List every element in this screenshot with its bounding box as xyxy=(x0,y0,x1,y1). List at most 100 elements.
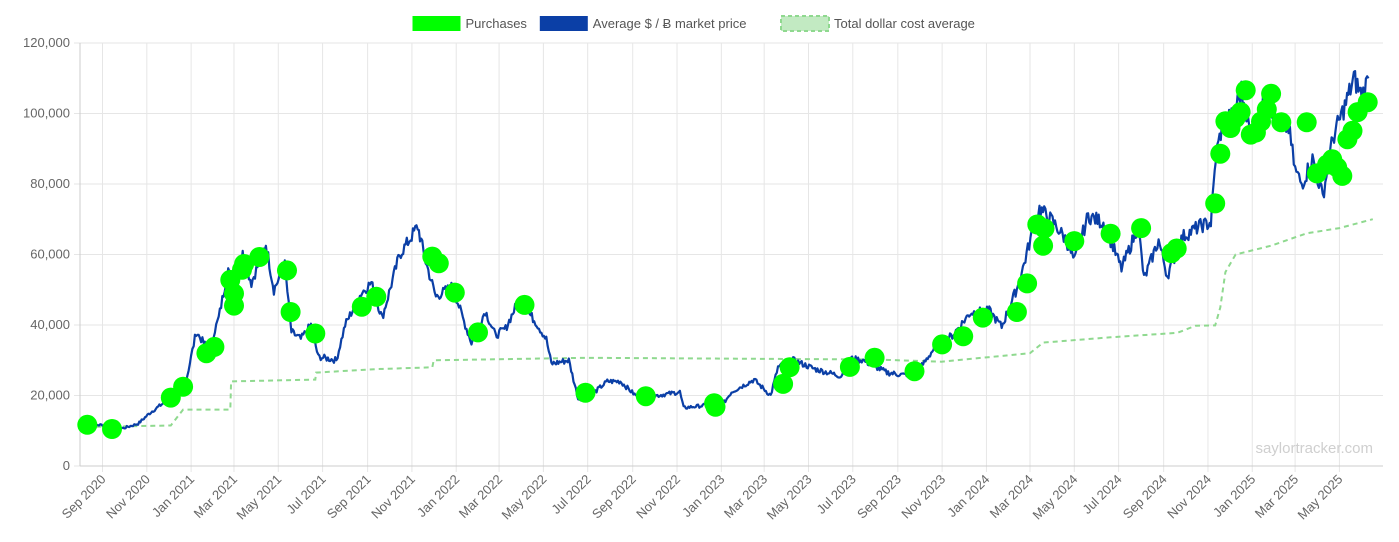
x-tick-label: May 2022 xyxy=(499,472,550,523)
x-tick-label: Nov 2020 xyxy=(103,472,153,522)
dca-series xyxy=(87,218,1374,428)
purchase-point[interactable] xyxy=(1261,83,1282,104)
x-tick-label: May 2025 xyxy=(1295,472,1346,523)
purchase-point[interactable] xyxy=(1034,218,1055,239)
x-tick-label: Mar 2024 xyxy=(987,472,1036,521)
purchase-point[interactable] xyxy=(277,260,297,281)
legend-label: Average $ / Ƀ market price xyxy=(593,16,747,31)
grid-lines xyxy=(74,42,1383,472)
x-tick-label: Mar 2022 xyxy=(456,472,505,521)
purchase-point[interactable] xyxy=(444,282,465,303)
x-tick-label: Sep 2024 xyxy=(1120,472,1170,522)
purchase-point[interactable] xyxy=(224,295,244,316)
purchase-point[interactable] xyxy=(1332,165,1353,186)
purchase-point[interactable] xyxy=(1017,273,1038,294)
x-tick-label: Mar 2023 xyxy=(721,472,770,521)
purchase-point[interactable] xyxy=(514,294,535,315)
purchase-point[interactable] xyxy=(102,419,122,439)
purchase-point[interactable] xyxy=(1342,120,1363,141)
purchase-point[interactable] xyxy=(773,373,794,394)
legend[interactable]: Purchases Average $ / Ƀ market price Total… xyxy=(412,15,975,32)
legend-item[interactable]: Total dollar cost average xyxy=(780,15,975,32)
x-tick-label: Jul 2024 xyxy=(1079,472,1124,517)
x-tick-label: May 2021 xyxy=(233,472,284,523)
purchase-point[interactable] xyxy=(77,414,98,435)
purchase-point[interactable] xyxy=(305,323,326,344)
y-axis: 0 20,000 40,000 60,000 80,000 100,000 120,000 xyxy=(23,35,70,473)
purchase-point[interactable] xyxy=(468,322,488,343)
purchase-point[interactable] xyxy=(904,361,925,382)
purchase-point[interactable] xyxy=(1210,143,1231,164)
x-tick-label: Jan 2023 xyxy=(679,472,727,520)
x-tick-label: Nov 2024 xyxy=(1164,472,1214,522)
x-tick-label: Mar 2021 xyxy=(191,472,240,521)
purchase-point[interactable] xyxy=(705,396,726,417)
purchase-point[interactable] xyxy=(1100,223,1121,244)
y-tick-label: 60,000 xyxy=(30,247,70,262)
purchase-point[interactable] xyxy=(1006,302,1027,322)
purchase-point[interactable] xyxy=(932,334,953,355)
purchase-point[interactable] xyxy=(204,336,225,357)
x-tick-label: Sep 2022 xyxy=(589,472,639,522)
x-tick-label: Nov 2022 xyxy=(633,472,683,522)
x-tick-label: Sep 2020 xyxy=(59,472,109,522)
y-tick-label: 40,000 xyxy=(30,317,70,332)
x-tick-label: May 2023 xyxy=(764,472,815,523)
legend-swatch xyxy=(780,15,830,32)
purchase-point[interactable] xyxy=(1064,231,1085,252)
purchases-series xyxy=(77,80,1378,439)
x-tick-label: Nov 2023 xyxy=(898,472,948,522)
legend-swatch xyxy=(412,16,461,31)
x-tick-label: Nov 2021 xyxy=(368,472,418,522)
purchase-point[interactable] xyxy=(1256,99,1277,120)
legend-label: Total dollar cost average xyxy=(834,16,975,31)
purchase-point[interactable] xyxy=(864,347,885,368)
purchase-point[interactable] xyxy=(234,254,255,274)
purchase-point[interactable] xyxy=(1296,112,1317,133)
purchase-point[interactable] xyxy=(366,286,387,307)
x-tick-label: Jan 2021 xyxy=(149,472,197,520)
legend-swatch xyxy=(539,16,588,31)
x-tick-label: Sep 2023 xyxy=(854,472,904,522)
purchase-point[interactable] xyxy=(1166,238,1187,259)
x-tick-label: Jan 2025 xyxy=(1210,472,1258,520)
x-tick-label: Jul 2022 xyxy=(548,472,593,517)
x-tick-label: Mar 2025 xyxy=(1252,472,1301,521)
purchase-point[interactable] xyxy=(1235,80,1256,101)
purchase-point[interactable] xyxy=(1205,193,1226,214)
x-tick-label: Jul 2023 xyxy=(814,472,859,517)
price-series xyxy=(87,69,1370,431)
purchase-point[interactable] xyxy=(428,253,449,274)
x-tick-label: Jul 2021 xyxy=(283,472,328,517)
purchase-point[interactable] xyxy=(1357,92,1378,113)
purchase-point[interactable] xyxy=(1033,235,1054,256)
purchase-point[interactable] xyxy=(779,357,800,378)
legend-item[interactable]: Average $ / Ƀ market price xyxy=(539,16,747,31)
x-tick-label: May 2024 xyxy=(1029,472,1080,523)
purchase-point[interactable] xyxy=(972,307,993,328)
purchase-point[interactable] xyxy=(280,302,301,322)
y-tick-label: 20,000 xyxy=(30,388,70,403)
legend-item[interactable]: Purchases xyxy=(412,16,528,31)
y-tick-label: 0 xyxy=(63,458,70,473)
purchase-point[interactable] xyxy=(839,356,860,377)
watermark: saylortracker.com xyxy=(1255,440,1373,457)
purchase-point[interactable] xyxy=(351,296,372,317)
purchase-point[interactable] xyxy=(1131,218,1152,239)
purchase-point[interactable] xyxy=(575,382,596,403)
purchase-point[interactable] xyxy=(1271,112,1292,133)
purchase-point[interactable] xyxy=(1230,102,1251,123)
y-tick-label: 120,000 xyxy=(23,35,70,50)
y-tick-label: 100,000 xyxy=(23,106,70,121)
purchase-point[interactable] xyxy=(249,247,270,267)
purchase-point[interactable] xyxy=(635,386,656,407)
price-line xyxy=(87,69,1370,431)
purchase-point[interactable] xyxy=(173,376,194,397)
x-tick-label: Jan 2022 xyxy=(414,472,462,520)
dca-line xyxy=(87,218,1374,428)
y-tick-label: 80,000 xyxy=(30,176,70,191)
x-tick-label: Sep 2021 xyxy=(324,472,374,522)
purchase-point[interactable] xyxy=(953,326,974,347)
